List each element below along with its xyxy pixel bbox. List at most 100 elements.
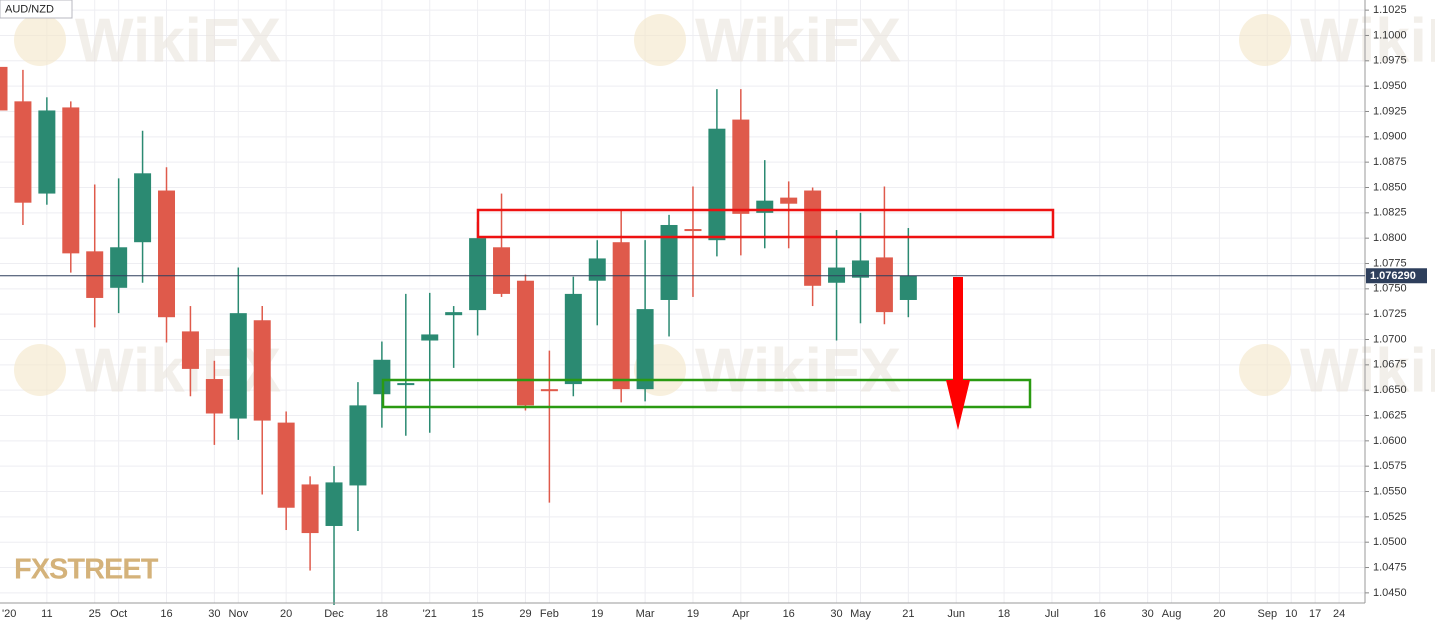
x-tick-label: May (850, 608, 871, 620)
candle-body (62, 107, 80, 254)
x-tick-label: '20 (2, 608, 16, 620)
chart-title: AUD/NZD (5, 3, 54, 15)
y-tick-label: 1.1025 (1373, 4, 1407, 16)
candle-body (349, 405, 367, 486)
x-tick-label: '21 (423, 608, 437, 620)
candle-body (301, 484, 319, 534)
candle-body (899, 275, 917, 300)
candle-body (684, 229, 702, 232)
x-tick-label: 15 (471, 608, 483, 620)
x-tick-label: Nov (229, 608, 249, 620)
y-tick-label: 1.0825 (1373, 207, 1407, 219)
x-tick-label: 16 (783, 608, 795, 620)
y-tick-label: 1.0725 (1373, 308, 1407, 320)
candle-body (636, 309, 654, 390)
watermark-icon (1239, 344, 1291, 396)
candle-body (421, 334, 439, 341)
x-tick-label: 11 (41, 608, 52, 620)
candle-body (397, 383, 415, 386)
support-box (381, 378, 1032, 409)
logo: FXSTREET (14, 554, 159, 586)
x-tick-label: Feb (540, 608, 559, 620)
x-tick-label: Aug (1162, 608, 1182, 620)
watermark: WikiFX (75, 336, 281, 405)
y-tick-label: 1.0525 (1373, 511, 1407, 523)
y-tick-label: 1.0450 (1373, 587, 1407, 599)
grid-layer (0, 0, 1365, 603)
last-price-box (1366, 268, 1427, 284)
candle-body (110, 247, 128, 288)
y-tick-label: 1.0700 (1373, 333, 1407, 345)
candle-body (253, 320, 271, 421)
candle-body (373, 359, 391, 395)
candle-body (516, 280, 534, 406)
candle-body (540, 389, 558, 392)
y-tick-label: 1.0950 (1373, 80, 1407, 92)
y-tick-label: 1.0875 (1373, 156, 1407, 168)
candle-body (325, 482, 343, 526)
candle-body (780, 197, 798, 204)
resistance-box (476, 208, 1055, 239)
watermark-icon (634, 14, 686, 66)
watermark-icon (14, 344, 66, 396)
y-tick-label: 1.0550 (1373, 485, 1407, 497)
x-tick-label: Jul (1045, 608, 1059, 620)
y-tick-label: 1.0975 (1373, 55, 1407, 67)
candle-body (277, 422, 295, 508)
x-tick-label: 20 (1213, 608, 1225, 620)
candle-body (14, 101, 32, 203)
watermark-icon (14, 14, 66, 66)
candle-body (612, 242, 630, 390)
x-tick-label: 19 (591, 608, 603, 620)
candle-layer (0, 66, 917, 606)
watermark: WikiFX (1300, 6, 1435, 75)
candle-body (851, 260, 869, 278)
y-tick-label: 1.1000 (1373, 29, 1407, 41)
x-tick-label: 30 (1142, 608, 1154, 620)
arrow-head (946, 380, 970, 430)
x-tick-label: 17 (1309, 608, 1321, 620)
watermark-icon (1239, 14, 1291, 66)
y-tick-label: 1.0850 (1373, 181, 1407, 193)
x-tick-label: Sep (1258, 608, 1278, 620)
candle-body (828, 267, 846, 283)
x-tick-label: Oct (110, 608, 127, 620)
candle-body (445, 312, 463, 316)
x-tick-label: 16 (1094, 608, 1106, 620)
candle-body (0, 66, 8, 111)
y-tick-label: 1.0800 (1373, 232, 1407, 244)
y-tick-label: 1.0650 (1373, 384, 1407, 396)
y-tick-label: 1.0900 (1373, 131, 1407, 143)
candle-body (181, 331, 199, 369)
watermark: WikiFX (695, 6, 901, 75)
candle-body (38, 110, 56, 194)
x-tick-label: 30 (830, 608, 842, 620)
x-tick-label: Dec (324, 608, 344, 620)
candle-body (875, 257, 893, 313)
candle-body (732, 119, 750, 214)
x-tick-label: Jun (947, 608, 965, 620)
x-tick-label: 16 (160, 608, 172, 620)
x-tick-label: 24 (1333, 608, 1345, 620)
x-tick-label: 18 (376, 608, 388, 620)
x-tick-label: 29 (519, 608, 531, 620)
y-tick-label: 1.0775 (1373, 257, 1407, 269)
candle-body (86, 251, 104, 298)
x-tick-label: Mar (636, 608, 655, 620)
y-tick-label: 1.0575 (1373, 460, 1407, 472)
x-tick-label: 21 (902, 608, 914, 620)
y-tick-label: 1.0600 (1373, 435, 1407, 447)
candle-body (469, 238, 487, 311)
candle-body (588, 258, 606, 281)
y-tick-label: 1.0750 (1373, 283, 1407, 295)
candle-body (205, 379, 223, 414)
candle-body (229, 313, 247, 419)
x-tick-label: 10 (1285, 608, 1297, 620)
x-tick-label: 19 (687, 608, 699, 620)
y-tick-label: 1.0625 (1373, 409, 1407, 421)
candle-body (158, 190, 176, 318)
y-tick-label: 1.0925 (1373, 105, 1407, 117)
watermark: WikiFX (75, 6, 281, 75)
